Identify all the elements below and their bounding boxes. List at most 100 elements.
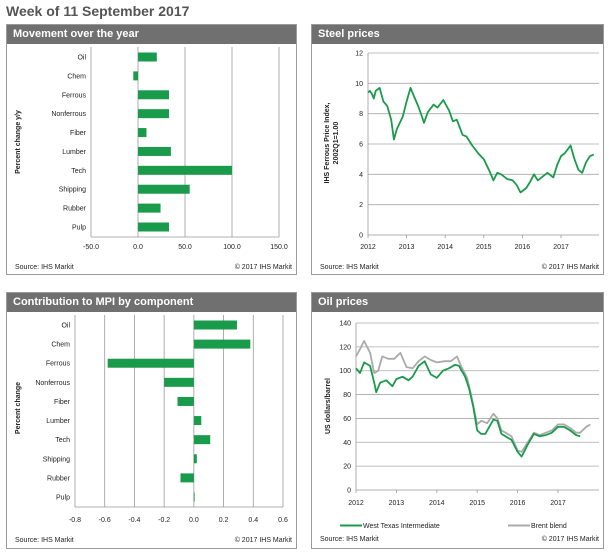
bar-ferrous — [107, 358, 194, 368]
bar-tech — [138, 165, 232, 175]
x-tick-label: 0.0 — [189, 517, 199, 524]
y-tick-label: 4 — [359, 172, 363, 179]
steel-panel: Steel prices 0 2 4 6 8 10 12 2012 2013 2014 2015 20… — [311, 24, 604, 275]
y-tick-label: 60 — [343, 416, 351, 423]
panel-header: Steel prices — [312, 25, 603, 44]
contribution-chart: -0.8 -0.6 -0.4 -0.2 0.0 0.2 0.4 0.6 Oil Chem Ferro… — [15, 315, 292, 544]
x-tick-label: 0.2 — [219, 517, 229, 524]
category-label: Nonferrous — [35, 380, 70, 387]
category-label: Lumber — [46, 418, 70, 425]
category-label: Fiber — [70, 130, 87, 137]
x-tick-label: 150.0 — [270, 244, 288, 251]
source-note: Source: IHS Markit — [15, 537, 74, 544]
legend-label: West Texas Intermediate — [363, 523, 440, 530]
category-label: Tech — [55, 437, 70, 444]
panel-header: Contribution to MPI by component — [7, 293, 296, 312]
x-tick-label: -0.2 — [158, 517, 170, 524]
source-note: Source: IHS Markit — [15, 264, 74, 271]
copyright-note: © 2017 IHS Markit — [235, 263, 292, 271]
x-tick-label: 0.6 — [278, 517, 288, 524]
category-label: Rubber — [63, 206, 87, 213]
bar-rubber — [138, 203, 161, 213]
copyright-note: © 2017 IHS Markit — [235, 536, 292, 544]
bar-shipping — [138, 184, 190, 194]
x-tick-label: -50.0 — [83, 244, 99, 251]
oil-chart: 0 20 40 60 80 100 120 140 2012 2013 2014 2015 2016 20… — [320, 321, 599, 544]
movement-panel: Movement over the year -50.0 0.0 50.0 100.0… — [6, 24, 297, 275]
y-tick-label: 6 — [359, 142, 363, 149]
x-tick-label: -0.6 — [99, 517, 111, 524]
bar-lumber — [193, 416, 202, 426]
x-tick-label: -0.8 — [69, 517, 81, 524]
category-label: Shipping — [59, 187, 86, 194]
series-line-brent-blend — [355, 340, 591, 453]
y-axis-label: Percent change — [15, 382, 22, 434]
x-tick-label: 2016 — [515, 244, 531, 251]
category-label: Ferrous — [46, 361, 71, 368]
y-axis-label: 2002Q1=1.00 — [333, 122, 340, 165]
bar-shipping — [193, 454, 197, 464]
x-tick-label: 100.0 — [223, 244, 241, 251]
y-axis-label: IHS Ferrous Price Index, — [324, 102, 331, 183]
bar-tech — [193, 435, 211, 445]
x-tick-label: 2015 — [469, 500, 485, 507]
y-tick-label: 40 — [343, 440, 351, 447]
source-note: Source: IHS Markit — [320, 536, 379, 543]
bar-chem — [133, 71, 138, 81]
steel-chart: 0 2 4 6 8 10 12 2012 2013 2014 2015 2016 2017 IHS Fer… — [320, 51, 599, 272]
category-label: Oil — [77, 55, 86, 62]
category-label: Pulp — [72, 225, 86, 232]
category-label: Pulp — [56, 495, 70, 502]
y-axis-label: Percent change y/y — [15, 110, 22, 174]
category-label: Tech — [71, 168, 86, 175]
x-tick-label: 2012 — [348, 500, 364, 507]
x-tick-label: 0.0 — [133, 244, 143, 251]
page-title: Week of 11 September 2017 — [6, 3, 190, 19]
y-tick-label: 20 — [343, 464, 351, 471]
y-tick-label: 100 — [339, 368, 351, 375]
x-tick-label: 2015 — [476, 244, 492, 251]
category-label: Rubber — [47, 475, 71, 482]
category-label: Ferrous — [62, 92, 87, 99]
y-axis-label: US dollars/barrel — [325, 378, 332, 434]
y-tick-label: 80 — [343, 392, 351, 399]
category-label: Shipping — [43, 456, 70, 463]
y-tick-label: 8 — [359, 111, 363, 118]
bar-lumber — [138, 146, 171, 156]
bar-pulp — [138, 222, 170, 232]
bar-ferrous — [138, 90, 170, 100]
panel-header: Movement over the year — [7, 25, 296, 44]
oil-panel: Oil prices 0 20 40 60 80 100 120 140 2012 2013 201… — [311, 292, 604, 549]
y-tick-label: 140 — [339, 321, 351, 328]
category-label: Chem — [51, 342, 70, 349]
bar-nonferrous — [164, 377, 194, 387]
bar-fiber — [177, 396, 194, 406]
legend-label: Brent blend — [531, 523, 567, 530]
panel-header: Oil prices — [312, 293, 603, 312]
movement-chart: -50.0 0.0 50.0 100.0 150.0 Oil Chem Ferrous Nonf… — [15, 47, 292, 271]
series-line-steel — [367, 87, 595, 194]
x-tick-label: -0.4 — [128, 517, 140, 524]
x-tick-label: 2016 — [510, 500, 526, 507]
x-tick-label: 2017 — [550, 500, 566, 507]
bar-oil — [193, 320, 237, 330]
category-label: Lumber — [62, 149, 86, 156]
y-tick-label: 0 — [347, 488, 351, 495]
category-label: Chem — [67, 73, 86, 80]
x-tick-label: 2013 — [399, 244, 415, 251]
copyright-note: © 2017 IHS Markit — [542, 263, 599, 271]
contribution-panel: Contribution to MPI by component -0.8 -0.… — [6, 292, 297, 549]
x-tick-label: 2014 — [429, 500, 445, 507]
x-tick-label: 0.4 — [248, 517, 258, 524]
bar-fiber — [138, 128, 147, 138]
series-line-west-texas-intermediate — [355, 360, 581, 458]
source-note: Source: IHS Markit — [320, 264, 379, 271]
category-label: Nonferrous — [51, 111, 86, 118]
x-tick-label: 2012 — [360, 244, 376, 251]
y-tick-label: 12 — [355, 51, 363, 58]
bar-nonferrous — [138, 109, 170, 119]
bar-chem — [193, 339, 251, 349]
x-tick-label: 2013 — [389, 500, 405, 507]
y-tick-label: 0 — [359, 233, 363, 240]
x-tick-label: 50.0 — [178, 244, 192, 251]
